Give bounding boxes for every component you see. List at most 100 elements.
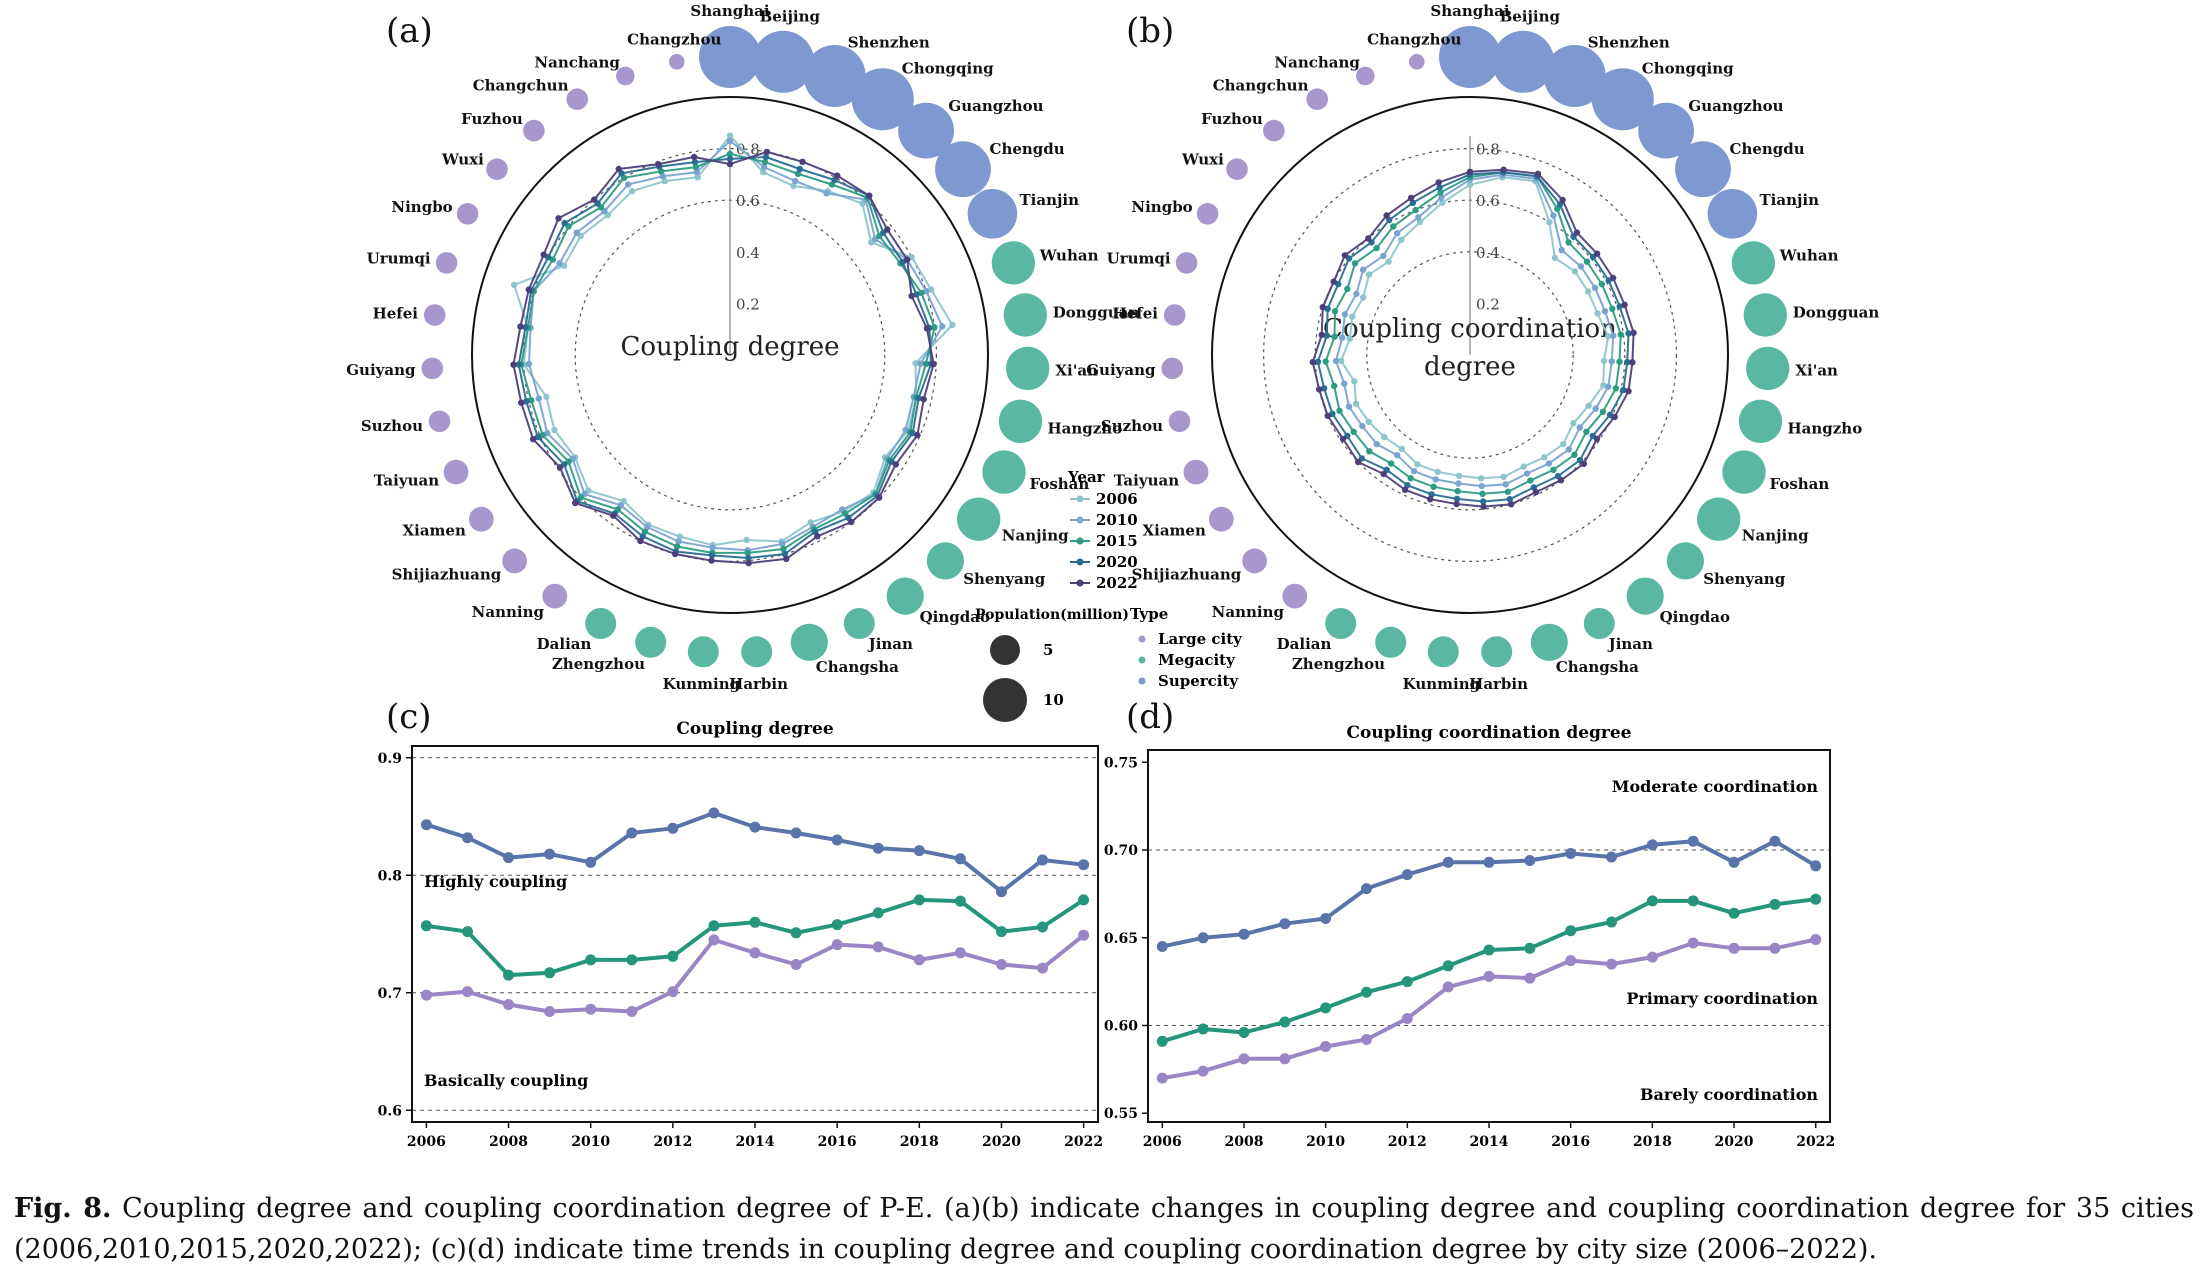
radar-point — [1407, 475, 1414, 482]
data-point — [1524, 855, 1536, 866]
data-point — [626, 827, 638, 839]
city-bubble — [790, 623, 828, 661]
radar-series-2022 — [1309, 166, 1637, 510]
radar-point — [876, 494, 883, 501]
data-point — [1037, 854, 1048, 866]
data-point — [1646, 951, 1658, 963]
city-label: Guiyang — [346, 361, 416, 379]
radar-point — [673, 543, 681, 550]
radar-point — [1315, 386, 1323, 393]
radar-point — [628, 187, 636, 195]
radar-point — [726, 150, 734, 157]
city-label: Shenyang — [963, 570, 1046, 588]
data-point — [1279, 1016, 1291, 1028]
city-bubble — [423, 304, 446, 326]
y-tick-label: 0.70 — [1104, 843, 1138, 859]
radar-point — [762, 153, 770, 161]
radial-tick-label: 0.8 — [736, 141, 760, 159]
data-point — [1646, 839, 1658, 851]
legend-year-label: 2022 — [1096, 574, 1138, 592]
city-bubble — [1707, 189, 1758, 239]
radar-point — [1583, 428, 1590, 435]
city-bubble — [886, 577, 924, 615]
radar-point — [517, 323, 524, 330]
radar-series-2010 — [525, 137, 946, 554]
x-tick-label: 2016 — [1551, 1134, 1590, 1150]
legend-type-label: Large city — [1158, 630, 1243, 648]
radar-point — [1437, 189, 1444, 196]
radar-point — [1341, 380, 1348, 387]
radar-point — [1527, 477, 1534, 484]
data-point — [1320, 1002, 1332, 1014]
legend-pop-bubble — [983, 678, 1027, 722]
chart-title: Coupling coordination degree — [1346, 723, 1631, 743]
radar-point — [540, 251, 547, 258]
city-label: Shijiazhuang — [392, 566, 502, 584]
city-bubble — [1675, 141, 1731, 198]
radar-point — [1354, 458, 1362, 466]
data-point — [1769, 942, 1781, 954]
data-point — [585, 856, 597, 868]
radar-point — [1341, 252, 1349, 259]
data-point — [503, 999, 514, 1010]
radar-point — [726, 160, 734, 168]
radar-point — [914, 431, 921, 439]
radar-point — [726, 137, 734, 145]
radar-point — [1427, 496, 1434, 503]
radial-tick-label: 0.4 — [1476, 244, 1500, 262]
radar-point — [796, 165, 803, 173]
radar-point — [518, 399, 525, 406]
radar-point — [1359, 422, 1366, 430]
city-label: Tianjin — [1760, 191, 1820, 209]
city-bubble — [991, 241, 1036, 285]
city-label: Harbin — [1469, 675, 1528, 693]
city-bubble — [851, 68, 914, 131]
city-bubble — [635, 626, 667, 658]
city-bubble — [1743, 293, 1788, 337]
radar-point — [1365, 235, 1372, 242]
city-bubble — [1356, 66, 1375, 86]
radar-point — [535, 395, 542, 402]
city-bubble — [1591, 68, 1654, 131]
radar-point — [1593, 435, 1601, 443]
radar-point — [920, 396, 927, 403]
data-point — [1037, 921, 1048, 933]
city-label: Suzhou — [1101, 417, 1163, 435]
city-label: Beijing — [1500, 7, 1561, 25]
radar-point — [1593, 250, 1601, 257]
radial-tick-label: 0.2 — [736, 295, 760, 313]
radar-point — [1416, 218, 1424, 226]
data-point — [1483, 970, 1495, 982]
city-label: Tianjin — [1020, 191, 1080, 209]
radar-center-label: Coupling degree — [620, 332, 839, 362]
data-point — [1401, 1013, 1413, 1024]
radar-point — [1621, 301, 1628, 308]
city-label: Suzhou — [361, 417, 423, 435]
radar-point — [556, 260, 563, 267]
radar-point — [1625, 330, 1632, 337]
radar-point — [1344, 285, 1351, 293]
city-label: Wuxi — [1181, 151, 1224, 169]
city-bubble — [1530, 623, 1568, 661]
city-label: Nanchang — [1274, 54, 1360, 72]
data-point — [1401, 976, 1413, 988]
line-series-1 — [1156, 835, 1822, 952]
city-label: Shenzhen — [1588, 33, 1670, 51]
radar-point — [1352, 400, 1360, 407]
radar-point — [1455, 480, 1462, 487]
x-tick-label: 2006 — [1143, 1134, 1182, 1150]
radar-point — [928, 286, 935, 293]
data-point — [1238, 928, 1250, 940]
data-point — [954, 853, 966, 865]
radar-point — [745, 554, 752, 562]
radar-point — [1604, 333, 1612, 340]
data-point — [544, 1006, 556, 1017]
data-point — [954, 947, 966, 959]
panel-a: (a) 0.2 0.4 0.6 0.8 Coupling degree ShanghaiBe… — [346, 2, 1139, 693]
city-bubble — [1481, 636, 1513, 668]
city-label: Chengdu — [1730, 140, 1805, 158]
city-label: Hefei — [373, 305, 419, 323]
radar-point — [1545, 460, 1553, 467]
zone-label: Highly coupling — [424, 872, 567, 891]
radar-point — [930, 360, 937, 368]
